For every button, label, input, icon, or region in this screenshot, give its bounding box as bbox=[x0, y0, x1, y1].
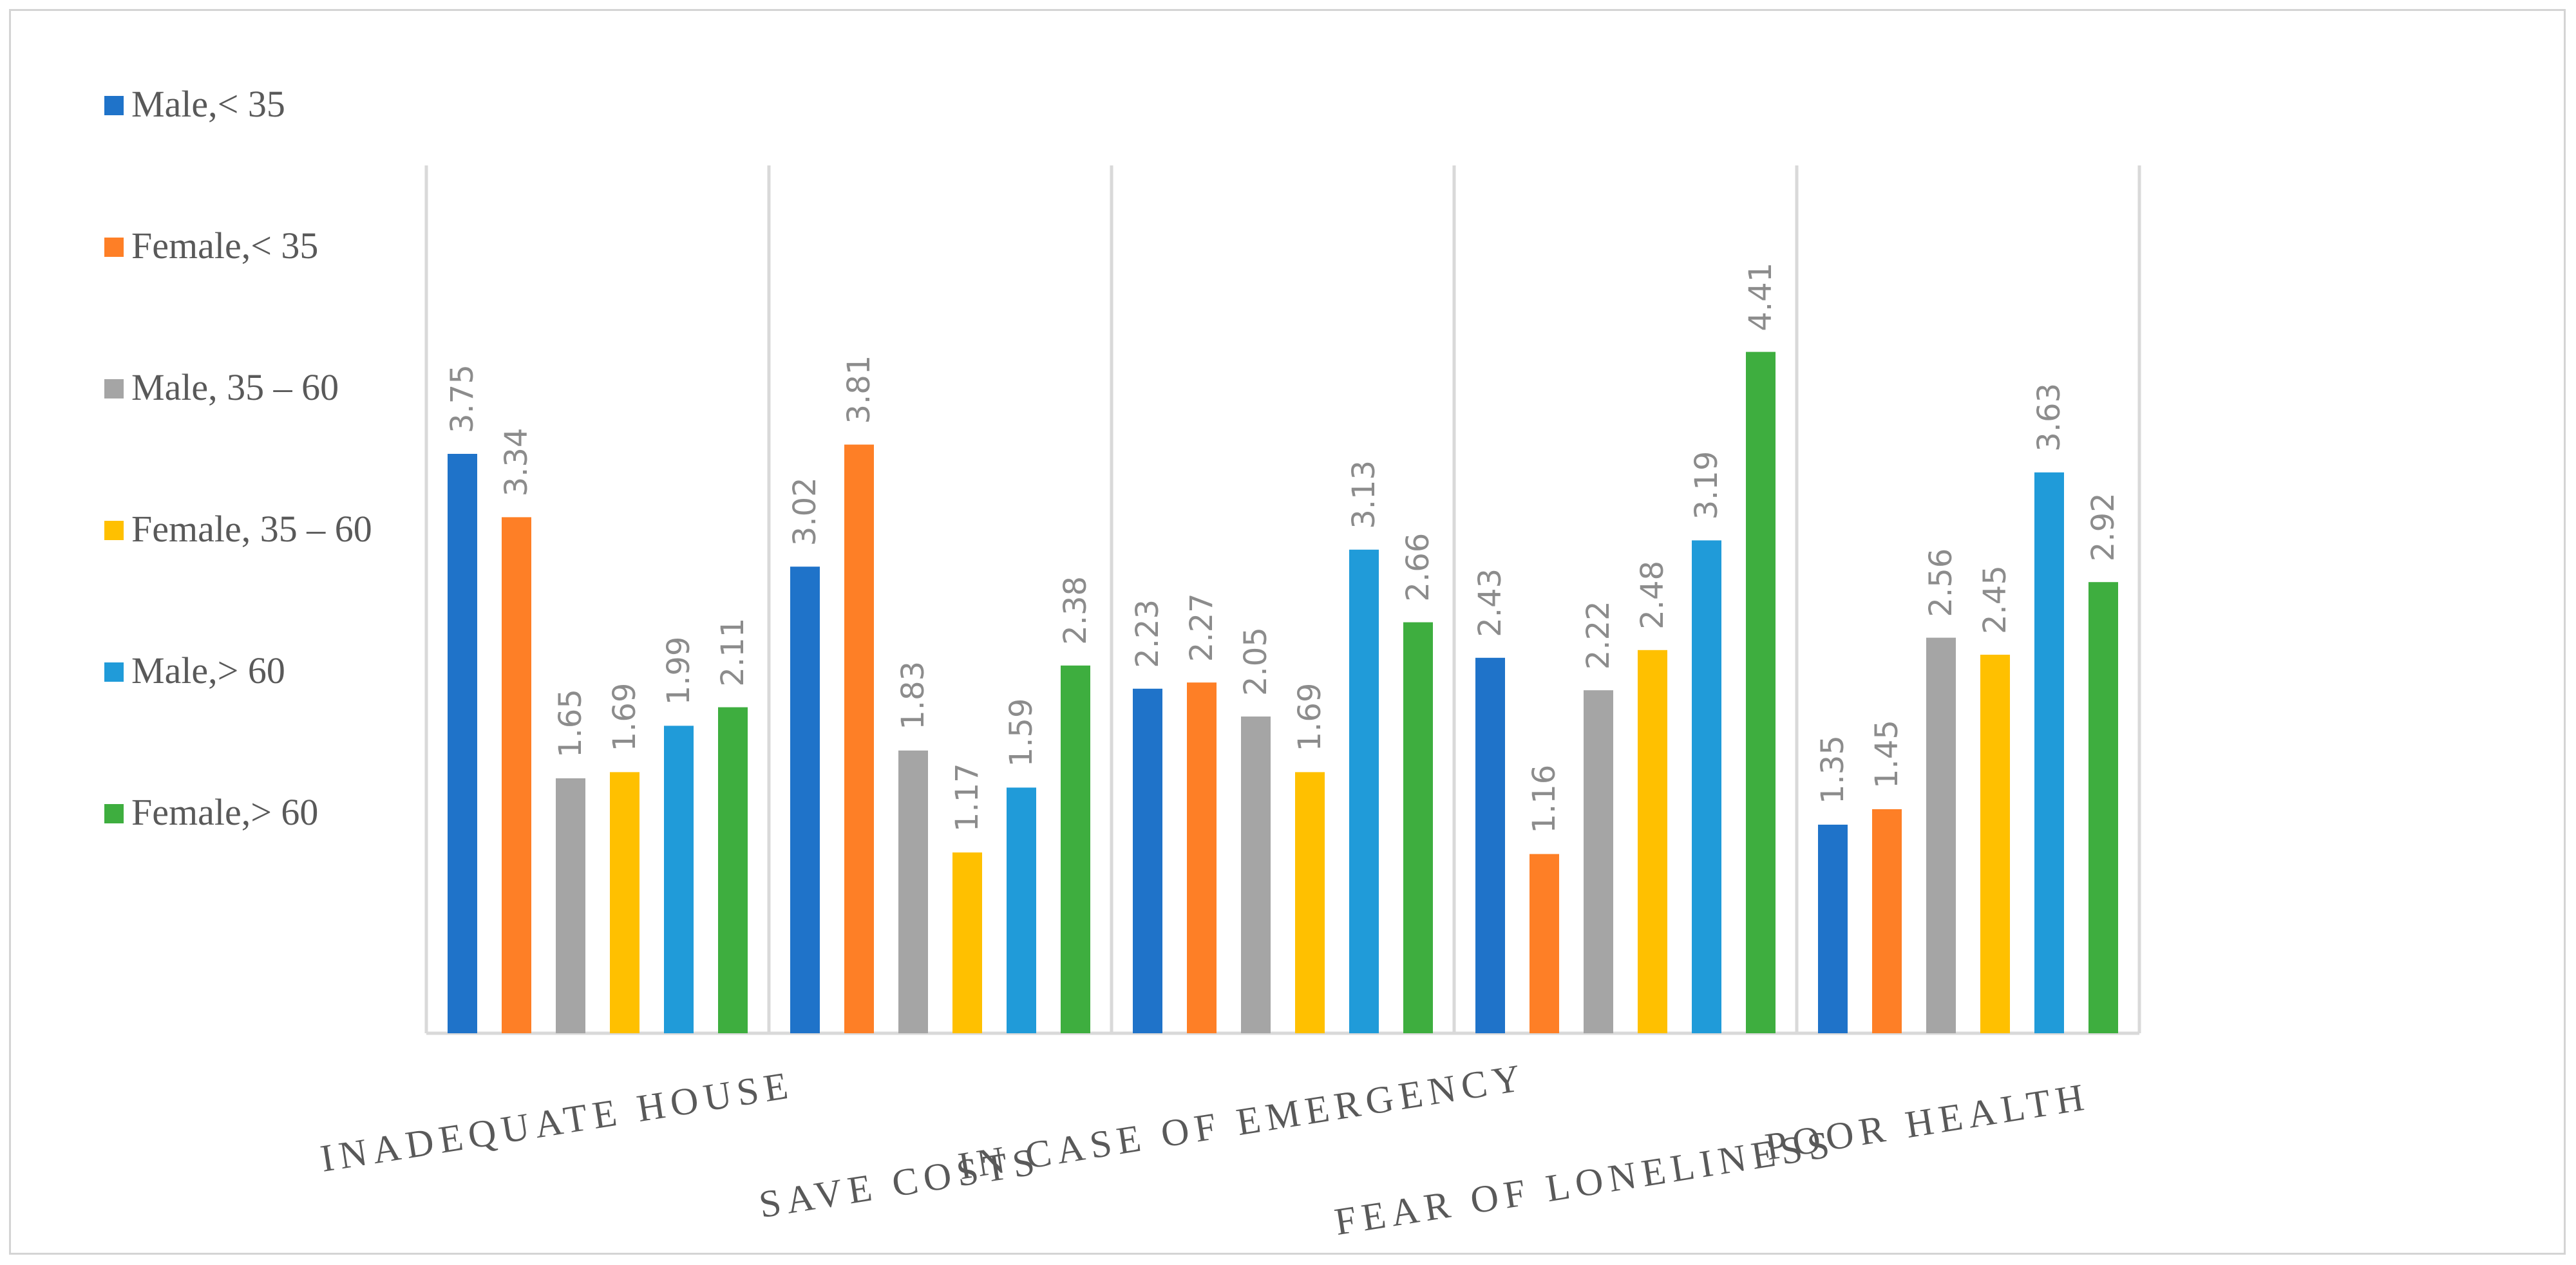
legend-item: Female,< 35 bbox=[104, 223, 318, 268]
bar bbox=[1241, 717, 1271, 1033]
bar bbox=[1403, 622, 1433, 1033]
legend-swatch bbox=[104, 95, 124, 115]
data-label: 2.05 bbox=[1238, 627, 1274, 696]
bar bbox=[1872, 809, 1902, 1033]
legend-swatch bbox=[104, 520, 124, 540]
bar bbox=[1638, 650, 1667, 1033]
legend-item: Male,< 35 bbox=[104, 82, 285, 127]
data-label: 3.75 bbox=[444, 364, 480, 433]
category-label: IN CASE OF EMERGENCY bbox=[955, 1056, 1529, 1188]
legend-label: Female,> 60 bbox=[131, 791, 319, 833]
data-label: 3.13 bbox=[1346, 460, 1382, 529]
bar bbox=[502, 517, 531, 1033]
legend-swatch bbox=[104, 237, 124, 257]
bar bbox=[1584, 690, 1613, 1033]
legend-item: Male,> 60 bbox=[104, 648, 285, 693]
legend-swatch bbox=[104, 379, 124, 398]
data-label: 1.99 bbox=[661, 637, 697, 706]
category-label: FEAR OF LONELINESS bbox=[1332, 1122, 1838, 1243]
bar bbox=[1187, 682, 1217, 1033]
bar bbox=[610, 772, 639, 1033]
legend-label: Female, 35 – 60 bbox=[131, 508, 372, 550]
bar bbox=[1349, 549, 1379, 1033]
bar-chart: 3.75 3.34 1.65 1.69 1.99 2.11 INADEQUATE HOUSE… bbox=[317, 165, 2141, 1243]
data-label: 1.69 bbox=[607, 683, 643, 752]
bar bbox=[1295, 772, 1325, 1033]
data-label: 3.02 bbox=[787, 477, 823, 546]
legend-item: Female,> 60 bbox=[104, 790, 318, 835]
bar bbox=[448, 454, 477, 1033]
bar bbox=[1061, 665, 1090, 1033]
data-label: 2.23 bbox=[1130, 599, 1166, 668]
data-label: 2.22 bbox=[1580, 601, 1616, 670]
data-label: 2.45 bbox=[1977, 565, 2013, 634]
bar bbox=[1980, 655, 2010, 1033]
data-label: 3.81 bbox=[841, 355, 877, 424]
data-label: 4.41 bbox=[1743, 263, 1779, 332]
legend-label: Male,< 35 bbox=[131, 83, 285, 125]
bar bbox=[1926, 637, 1956, 1033]
data-label: 2.48 bbox=[1634, 561, 1671, 630]
data-label: 2.66 bbox=[1400, 533, 1436, 602]
legend-swatch bbox=[104, 803, 124, 823]
category-label: POOR HEALTH bbox=[1763, 1075, 2093, 1168]
data-label: 1.17 bbox=[949, 763, 985, 832]
bar bbox=[1475, 657, 1505, 1033]
bar bbox=[1746, 351, 1776, 1033]
bar bbox=[790, 567, 820, 1033]
data-label: 1.69 bbox=[1292, 683, 1328, 752]
bar bbox=[556, 778, 585, 1033]
legend-label: Male, 35 – 60 bbox=[131, 366, 339, 408]
data-label: 1.65 bbox=[553, 689, 589, 758]
legend-swatch bbox=[104, 662, 124, 682]
legend-label: Female,< 35 bbox=[131, 225, 319, 267]
bar bbox=[1692, 540, 1721, 1033]
data-label: 1.35 bbox=[1815, 735, 1851, 804]
bar bbox=[952, 852, 982, 1033]
data-label: 2.38 bbox=[1057, 576, 1094, 645]
data-label: 1.16 bbox=[1526, 765, 1562, 834]
data-label: 2.11 bbox=[715, 618, 751, 687]
data-label: 2.92 bbox=[2085, 492, 2121, 561]
chart-frame: 3.75 3.34 1.65 1.69 1.99 2.11 INADEQUATE HOUSE… bbox=[9, 9, 2566, 1255]
bar bbox=[1007, 787, 1036, 1033]
data-label: 3.63 bbox=[2031, 383, 2067, 452]
bar bbox=[718, 707, 748, 1033]
legend-item: Female, 35 – 60 bbox=[104, 507, 372, 552]
data-label: 3.34 bbox=[498, 428, 535, 497]
bar bbox=[2088, 582, 2118, 1033]
data-label: 2.43 bbox=[1472, 568, 1508, 637]
bar bbox=[1530, 854, 1559, 1033]
category-label: INADEQUATE HOUSE bbox=[317, 1064, 796, 1180]
data-label: 3.19 bbox=[1689, 451, 1725, 520]
legend-item: Male, 35 – 60 bbox=[104, 365, 339, 410]
bar bbox=[2034, 472, 2064, 1033]
data-label: 2.56 bbox=[1923, 548, 1959, 617]
bar bbox=[1133, 688, 1162, 1033]
bar bbox=[898, 750, 928, 1033]
bar bbox=[844, 444, 874, 1033]
bar bbox=[1818, 825, 1848, 1033]
data-label: 2.27 bbox=[1184, 593, 1220, 662]
legend-label: Male,> 60 bbox=[131, 650, 285, 691]
bar bbox=[664, 726, 694, 1033]
data-label: 1.83 bbox=[895, 661, 931, 730]
data-label: 1.45 bbox=[1869, 720, 1905, 789]
data-label: 1.59 bbox=[1003, 698, 1039, 767]
